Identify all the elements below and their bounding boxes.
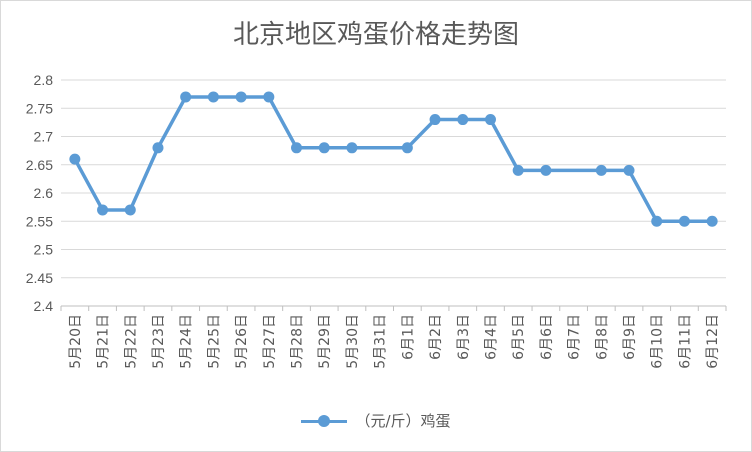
data-point (678, 215, 690, 227)
y-tick-label: 2.45 (26, 270, 53, 286)
legend: （元/斤）鸡蛋 (0, 410, 752, 431)
x-tick-label: 6月8日 (594, 314, 610, 360)
x-tick-label: 5月21日 (96, 314, 112, 369)
data-point (97, 204, 109, 216)
y-tick-label: 2.5 (34, 242, 54, 258)
x-tick-label: 5月31日 (373, 314, 389, 369)
y-axis: 2.4 2.45 2.5 2.55 2.6 2.65 2.7 2.75 2.8 (26, 72, 53, 314)
data-point (512, 164, 524, 176)
x-tick-label: 5月26日 (234, 314, 250, 369)
legend-marker (301, 414, 348, 428)
x-tick-label: 6月5日 (511, 314, 527, 360)
y-tick-label: 2.65 (26, 157, 53, 173)
y-tick-label: 2.8 (34, 72, 54, 88)
data-point (651, 215, 663, 227)
x-tick-label: 5月25日 (206, 314, 222, 369)
data-point (263, 91, 275, 103)
x-tick-label: 5月29日 (317, 314, 333, 369)
x-tick-label: 6月2日 (428, 314, 444, 360)
data-point (235, 91, 247, 103)
data-point (318, 142, 330, 154)
data-point (346, 142, 358, 154)
series-line (73, 95, 713, 223)
x-tick-label: 5月28日 (290, 314, 306, 369)
y-tick-label: 2.4 (34, 298, 54, 314)
data-point (623, 164, 635, 176)
x-tick-label: 6月7日 (567, 314, 583, 360)
x-tick-label: 5月23日 (151, 314, 167, 369)
data-point (540, 164, 552, 176)
data-point (152, 142, 164, 154)
x-tick-label: 6月4日 (483, 314, 499, 360)
data-point (457, 114, 469, 126)
y-tick-label: 2.7 (34, 129, 54, 145)
y-tick-label: 2.75 (26, 100, 53, 116)
gridlines (61, 79, 726, 307)
data-point (124, 204, 136, 216)
x-tick-label: 5月27日 (262, 314, 278, 369)
x-tick-label: 6月10日 (650, 314, 666, 369)
x-tick-label: 5月24日 (179, 314, 195, 369)
data-point (207, 91, 219, 103)
x-tick-label: 6月9日 (622, 314, 638, 360)
x-axis: 5月20日 5月21日 5月22日 5月23日 5月24日 5月25日 5月26日 5月27日… (60, 305, 727, 369)
data-point (291, 142, 303, 154)
legend-label: （元/斤）鸡蛋 (355, 412, 451, 430)
x-tick-label: 6月3日 (456, 314, 472, 360)
data-point (401, 142, 413, 154)
data-point (706, 215, 718, 227)
x-tick-label: 6月1日 (400, 314, 416, 360)
x-tick-label: 6月11日 (677, 314, 693, 369)
x-tick-label: 5月30日 (345, 314, 361, 369)
x-tick-label: 6月6日 (539, 314, 555, 360)
y-tick-label: 2.6 (34, 185, 54, 201)
data-point (429, 114, 441, 126)
series-layer (69, 91, 718, 227)
data-point (484, 114, 496, 126)
y-tick-label: 2.55 (26, 213, 53, 229)
x-tick-label: 5月20日 (68, 314, 84, 369)
data-point (69, 153, 81, 165)
x-tick-label: 6月12日 (705, 314, 721, 369)
data-point (595, 164, 607, 176)
chart-title: 北京地区鸡蛋价格走势图 (232, 20, 519, 50)
x-tick-label: 5月22日 (123, 314, 139, 369)
data-point (180, 91, 192, 103)
